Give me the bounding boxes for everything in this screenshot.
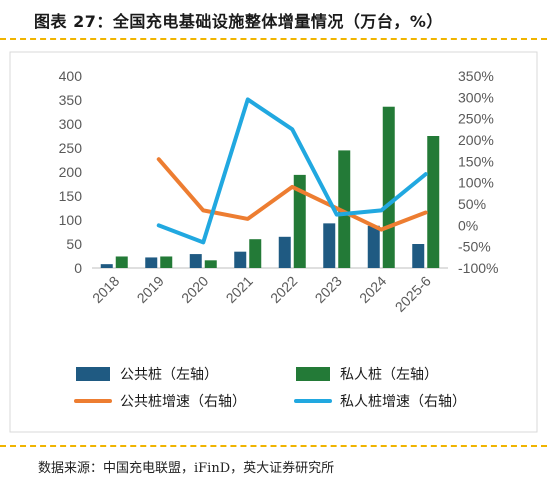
legend-label: 私人桩增速（右轴）	[340, 393, 466, 410]
left-axis-tick-label: 100	[59, 212, 83, 228]
right-axis-tick-label: 150%	[458, 153, 494, 169]
bar-private	[382, 106, 395, 268]
bar-private	[427, 136, 440, 268]
bar-private	[338, 150, 351, 268]
x-axis-tick-label: 2024	[356, 273, 389, 306]
bar-private	[204, 260, 217, 268]
right-axis-tick-label: -50%	[458, 239, 491, 255]
x-axis-tick-label: 2022	[267, 273, 300, 306]
x-axis-tick-label: 2020	[178, 273, 211, 306]
left-axis-tick-label: 50	[66, 236, 82, 252]
bar-private	[160, 256, 173, 268]
right-axis-tick-label: 350%	[458, 68, 494, 84]
left-axis-tick-label: 350	[59, 92, 83, 108]
chart-frame	[9, 51, 538, 433]
bar-private	[249, 239, 262, 268]
right-axis-tick-label: 100%	[458, 175, 494, 191]
bar-public	[367, 225, 380, 268]
right-axis-tick-label: 250%	[458, 111, 494, 127]
right-axis-tick-label: 300%	[458, 89, 494, 105]
bar-private	[293, 174, 306, 268]
chart-title: 图表 27：全国充电基础设施整体增量情况（万台，%）	[34, 12, 443, 31]
bar-public	[100, 264, 113, 268]
right-axis-tick-label: 0%	[458, 217, 478, 233]
right-axis-tick-label: -100%	[458, 260, 498, 276]
left-axis-tick-label: 150	[59, 188, 83, 204]
combo-chart: 0 50 100 150 200 250 300 350 400 -100% -50% 0% 50% 10…	[9, 51, 538, 433]
legend-label: 公共桩增速（右轴）	[120, 393, 246, 410]
left-axis-tick-label: 300	[59, 116, 83, 132]
left-axis-tick-label: 250	[59, 140, 83, 156]
bottom-divider	[0, 445, 547, 447]
x-axis-tick-label: 2023	[312, 273, 345, 306]
bar-public	[145, 257, 158, 268]
legend-swatch	[76, 367, 110, 381]
left-axis-tick-label: 0	[74, 260, 82, 276]
bar-public	[412, 244, 425, 268]
legend-swatch	[296, 367, 330, 381]
left-axis-tick-label: 400	[59, 68, 83, 84]
source-note: 数据来源：中国充电联盟，iFinD，英大证券研究所	[38, 461, 335, 476]
right-axis-tick-label: 50%	[458, 196, 486, 212]
bar-public	[278, 236, 291, 268]
top-divider	[0, 38, 547, 40]
bar-public	[234, 251, 247, 268]
bar-public	[189, 254, 202, 268]
x-axis-tick-label: 2025-6	[392, 273, 434, 315]
x-axis-tick-label: 2019	[134, 273, 167, 306]
bar-public	[323, 223, 336, 268]
right-axis-tick-label: 200%	[458, 132, 494, 148]
x-axis-tick-label: 2018	[89, 273, 122, 306]
x-axis-tick-label: 2021	[223, 273, 256, 306]
legend-label: 私人桩（左轴）	[340, 366, 438, 383]
legend-label: 公共桩（左轴）	[120, 366, 218, 383]
bar-private	[115, 256, 128, 268]
left-axis-tick-label: 200	[59, 164, 83, 180]
